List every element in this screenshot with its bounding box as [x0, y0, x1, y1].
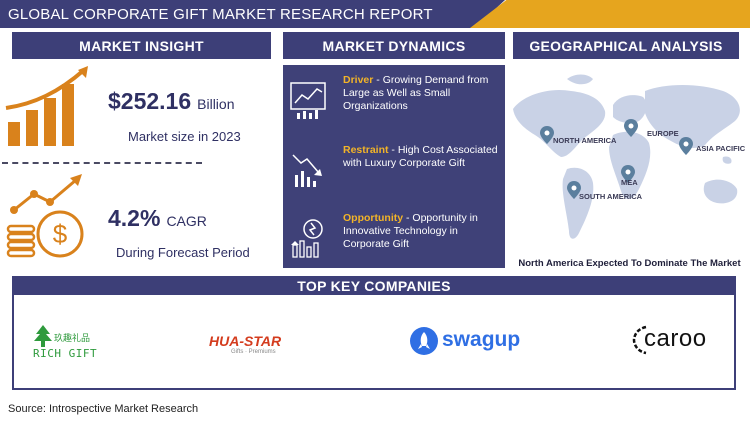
dynamics-opportunity: Opportunity - Opportunity in Innovative … [283, 209, 505, 269]
hua-star-logo: HUA-STAR Gifts · Premiums [209, 333, 301, 359]
cagr-unit: CAGR [166, 213, 207, 229]
driver-text: Driver - Growing Demand from Large as We… [343, 74, 489, 112]
pin-asia-pacific-icon [679, 137, 693, 155]
market-insight-header: MARKET INSIGHT [12, 32, 271, 59]
swagup-logo: swagup [410, 326, 526, 358]
bar-chart-growth-icon [5, 66, 88, 146]
title-band: GLOBAL CORPORATE GIFT MARKET RESEARCH RE… [0, 0, 750, 28]
coin-growth-icon: $ [6, 174, 84, 258]
downtrend-icon [292, 154, 322, 187]
rich-gift-logo: 玖趣礼品 RICH GIFT [30, 325, 110, 361]
label-south-america: SOUTH AMERICA [579, 192, 643, 201]
pin-north-america-icon [540, 126, 554, 144]
market-dynamics-panel: Driver - Growing Demand from Large as We… [283, 65, 505, 268]
page-title: GLOBAL CORPORATE GIFT MARKET RESEARCH RE… [8, 6, 433, 23]
cagr-label: During Forecast Period [116, 245, 250, 260]
world-map: NORTH AMERICA EUROPE ASIA PACIFIC MEA SO… [509, 65, 750, 257]
growth-icon [291, 219, 323, 258]
pin-mea-icon [621, 165, 635, 183]
rich-gift-name: RICH GIFT [33, 347, 98, 360]
map-caption: North America Expected To Dominate The M… [518, 258, 741, 269]
dynamics-restraint: Restraint - High Cost Associated with Lu… [283, 141, 505, 201]
market-size-value-line: $252.16 Billion [108, 88, 235, 115]
hua-star-tagline: Gifts · Premiums [231, 349, 276, 355]
rocket-icon [410, 327, 438, 355]
chart-icon [290, 82, 326, 119]
divider [2, 162, 202, 164]
caroo-name: caroo [644, 325, 707, 352]
market-size-value: $252.16 [108, 88, 192, 114]
top-key-companies-header: TOP KEY COMPANIES [12, 276, 736, 295]
restraint-text: Restraint - High Cost Associated with Lu… [343, 144, 498, 169]
cagr-value-line: 4.2% CAGR [108, 205, 207, 232]
top-key-companies-frame [12, 294, 736, 390]
svg-text:$: $ [53, 219, 68, 249]
caroo-logo: caroo [632, 323, 716, 357]
world-map-graphic [513, 74, 740, 239]
title-band-gold [470, 0, 750, 28]
source-note: Source: Introspective Market Research [8, 403, 199, 415]
tree-icon [34, 325, 52, 347]
label-north-america: NORTH AMERICA [553, 136, 617, 145]
caroo-bracket-icon [632, 325, 647, 355]
market-dynamics-header: MARKET DYNAMICS [283, 32, 505, 59]
dynamics-driver: Driver - Growing Demand from Large as We… [283, 71, 505, 131]
opportunity-text: Opportunity - Opportunity in Innovative … [343, 212, 478, 250]
label-mea: MEA [621, 178, 638, 187]
title-band-navy [0, 0, 505, 28]
market-size-label: Market size in 2023 [128, 129, 241, 144]
cagr-value: 4.2% [108, 205, 161, 231]
swagup-name: swagup [442, 328, 521, 351]
pin-south-america-icon [567, 181, 581, 199]
hua-star-name: HUA-STAR [209, 333, 282, 349]
rich-gift-tagline: 玖趣礼品 [54, 333, 91, 343]
label-europe: EUROPE [647, 129, 679, 138]
market-size-unit: Billion [197, 96, 235, 112]
pin-europe-icon [624, 119, 638, 137]
geographical-analysis-header: GEOGRAPHICAL ANALYSIS [513, 32, 739, 59]
label-asia-pacific: ASIA PACIFIC [696, 144, 746, 153]
